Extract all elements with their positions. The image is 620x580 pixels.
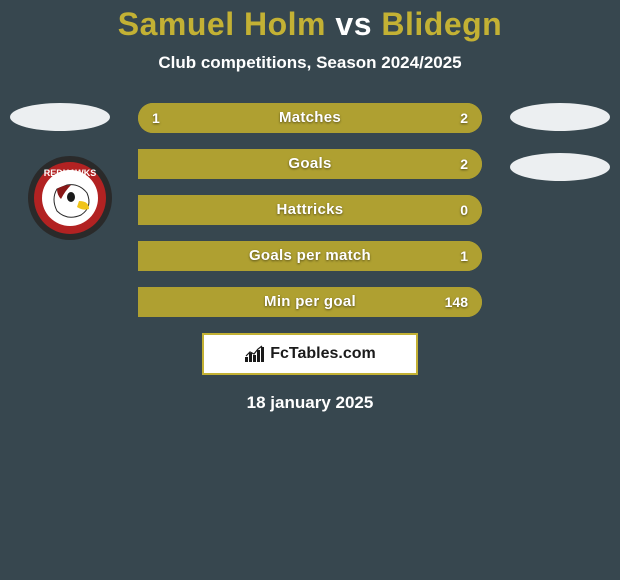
subtitle: Club competitions, Season 2024/2025 — [0, 53, 620, 73]
stat-bar: 2Goals — [138, 149, 482, 179]
team-logo: REDHAWKS — [27, 155, 113, 241]
title-vs: vs — [335, 6, 372, 42]
hawk-eye-icon — [67, 192, 75, 202]
infographic-container: Samuel Holm vs Blidegn Club competitions… — [0, 0, 620, 413]
logo-text: REDHAWKS — [44, 168, 97, 178]
stat-label: Goals — [138, 149, 482, 179]
brand-logo: FcTables.com — [244, 345, 376, 363]
player-2-badge — [510, 103, 610, 131]
stat-bars: 12Matches 2Goals 0Hattricks 1Goals per matc… — [138, 103, 482, 317]
stat-bar: 0Hattricks — [138, 195, 482, 225]
stat-bar: 148Min per goal — [138, 287, 482, 317]
player-2-badge-secondary — [510, 153, 610, 181]
title-player-2: Blidegn — [381, 6, 502, 42]
title-player-1: Samuel Holm — [118, 6, 326, 42]
brand-text: FcTables.com — [270, 345, 376, 363]
date-label: 18 january 2025 — [0, 393, 620, 413]
stat-label: Hattricks — [138, 195, 482, 225]
footer-attribution[interactable]: FcTables.com — [202, 333, 418, 375]
stat-label: Min per goal — [138, 287, 482, 317]
player-1-badge — [10, 103, 110, 131]
comparison-area: REDHAWKS 12Matches 2Goals 0Hattricks 1Goals… — [0, 103, 620, 317]
page-title: Samuel Holm vs Blidegn — [0, 6, 620, 43]
stat-bar: 1Goals per match — [138, 241, 482, 271]
stat-bar: 12Matches — [138, 103, 482, 133]
bars-icon — [244, 345, 266, 363]
stat-label: Matches — [138, 103, 482, 133]
stat-label: Goals per match — [138, 241, 482, 271]
